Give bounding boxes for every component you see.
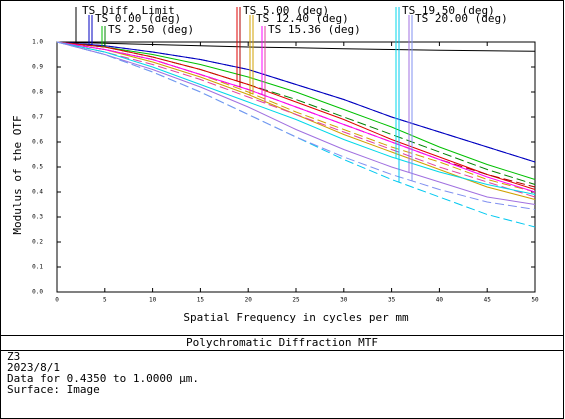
footer-line: Z3 [7, 350, 20, 363]
legend-label: TS 0.00 (deg) [95, 12, 181, 25]
legend-label: TS 5.00 (deg) [243, 4, 329, 17]
footer-line: Surface: Image [7, 383, 100, 396]
mtf-curve [56, 41, 536, 198]
y-tick-label: 0.6 [32, 139, 43, 146]
legend-label: TS 20.00 (deg) [415, 12, 508, 25]
mtf-curve [56, 41, 536, 52]
mtf-curve [56, 41, 536, 180]
legend-label: TS 19.50 (deg) [402, 4, 495, 17]
y-tick-label: 0.0 [32, 289, 43, 296]
mtf-curve [56, 41, 536, 195]
legend-label: TS 12.40 (deg) [256, 12, 349, 25]
mtf-curve [56, 41, 536, 190]
legend-label: TS 15.36 (deg) [268, 23, 361, 36]
x-tick-label: 10 [149, 297, 157, 304]
footer-line: 2023/8/1 [7, 361, 60, 374]
x-tick-label: 50 [531, 297, 539, 304]
legend-label: TS Diff. Limit [82, 4, 175, 17]
x-tick-label: 0 [55, 297, 59, 304]
x-tick-label: 25 [292, 297, 300, 304]
y-tick-label: 0.7 [32, 114, 43, 121]
x-tick-label: 45 [484, 297, 492, 304]
mtf-curve [56, 41, 536, 163]
mtf-curve [56, 41, 536, 205]
y-tick-label: 0.1 [32, 264, 43, 271]
x-axis-label: Spatial Frequency in cycles per mm [183, 311, 409, 324]
y-tick-label: 0.3 [32, 214, 43, 221]
mtf-curve [56, 41, 536, 193]
y-tick-label: 1.0 [32, 39, 43, 46]
x-tick-label: 35 [388, 297, 396, 304]
x-tick-label: 5 [103, 297, 107, 304]
mtf-curve [56, 41, 536, 210]
chart-title: Polychromatic Diffraction MTF [186, 336, 378, 349]
y-tick-label: 0.9 [32, 64, 43, 71]
footer-line: Data for 0.4350 to 1.0000 µm. [7, 372, 199, 385]
y-tick-label: 0.2 [32, 239, 43, 246]
y-axis-label: Modulus of the OTF [11, 115, 24, 234]
legend-label: TS 2.50 (deg) [108, 23, 194, 36]
y-tick-label: 0.5 [32, 164, 43, 171]
x-tick-label: 40 [436, 297, 444, 304]
x-tick-label: 20 [245, 297, 253, 304]
y-tick-label: 0.8 [32, 89, 43, 96]
y-tick-label: 0.4 [32, 189, 43, 196]
x-tick-label: 15 [197, 297, 205, 304]
x-tick-label: 30 [340, 297, 348, 304]
